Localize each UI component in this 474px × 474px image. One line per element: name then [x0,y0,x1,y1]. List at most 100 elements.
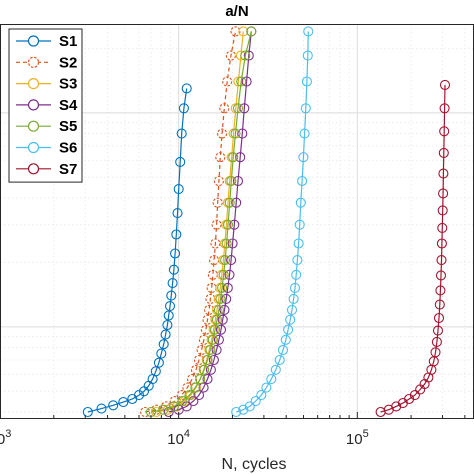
data-point [437,205,448,216]
data-point [431,336,442,347]
legend: S1 S2 S3 S4 S5 S6 S7 [8,28,83,183]
data-point [212,197,223,208]
data-point [437,222,448,233]
data-point [168,264,179,275]
legend-marker [27,163,40,175]
data-point [299,128,310,139]
data-point [167,278,178,289]
x-tick-label: 105 [346,428,369,448]
data-point [217,314,228,325]
data-point [140,406,151,418]
data-point [243,50,254,61]
data-point [163,310,174,321]
data-point [266,374,277,385]
data-point [211,219,222,230]
data-point [213,334,224,345]
legend-marker [27,77,40,90]
data-point [210,324,221,335]
data-point [246,26,257,37]
data-point [270,364,281,375]
data-point [195,374,206,385]
data-point [295,197,306,208]
data-point [205,364,216,375]
data-point [436,255,447,266]
data-point [211,314,223,325]
data-point [435,270,447,281]
data-point [303,26,314,37]
data-point [215,293,226,304]
x-tick-label: 103 [0,428,11,448]
data-point [285,314,296,325]
data-point [236,76,247,87]
data-point [293,238,304,249]
data-point [175,156,186,167]
legend-label: S1 [59,33,77,50]
data-point [438,168,449,179]
data-point [190,382,201,393]
data-point [153,357,164,368]
legend-label: S6 [59,140,77,157]
legend-label: S4 [59,97,78,114]
data-point [171,229,182,240]
legend-marker [27,56,40,68]
data-point [184,390,195,401]
data-point [160,329,171,340]
data-point [237,128,248,139]
data-point [173,184,184,195]
data-point [118,397,129,408]
data-point [219,304,230,315]
data-point [274,354,285,366]
data-point [250,396,261,407]
series-line-s7 [380,84,446,413]
legend-box [8,28,83,183]
data-point [244,401,255,412]
data-point [232,175,244,187]
data-point [297,175,308,187]
data-point [224,197,235,208]
data-point [213,304,224,315]
data-point [302,50,313,61]
data-point [96,403,107,414]
data-point [208,354,219,366]
data-point [288,293,299,304]
data-point [221,238,232,249]
data-point [222,282,233,293]
series-s7 [375,79,451,418]
data-point [235,152,246,163]
data-point [181,83,192,94]
data-point [436,238,447,249]
data-point [204,304,215,315]
data-point [233,76,244,87]
data-point [289,282,301,293]
data-point [213,175,224,187]
data-point [439,103,450,114]
x-tick-label: 104 [167,428,190,448]
data-point [430,347,441,358]
data-point [228,152,239,163]
data-point [169,396,180,407]
data-point [286,304,298,315]
x-axis-ticks: 103 104 105 [0,412,466,448]
series-s6 [231,26,314,418]
data-point [150,366,161,377]
data-point [294,219,305,230]
data-point [215,152,226,163]
data-point [239,103,250,114]
data-point [409,390,420,401]
data-point [222,219,234,230]
data-point [158,404,169,415]
data-point [177,396,188,407]
data-point [199,364,210,375]
data-point [168,401,179,412]
data-point [232,103,244,114]
data-point [298,152,309,163]
legend-label: S7 [59,161,77,178]
data-point [438,147,449,158]
data-point [224,269,235,280]
data-point [292,255,303,266]
data-point [215,324,227,335]
data-point [226,255,237,266]
data-point [187,374,198,385]
data-point [162,319,173,331]
